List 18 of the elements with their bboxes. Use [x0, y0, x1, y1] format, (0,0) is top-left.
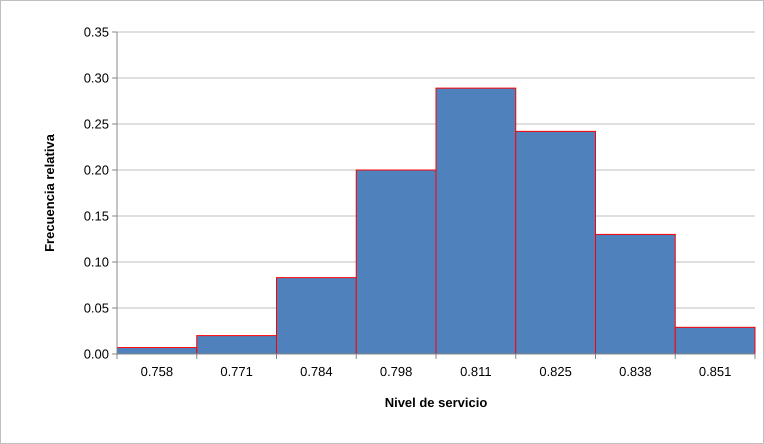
x-tick-label: 0.838: [619, 364, 652, 379]
x-tick-label: 0.798: [380, 364, 412, 379]
y-axis-title: Frecuencia relativa: [42, 133, 57, 252]
x-tick-label: 0.851: [698, 364, 732, 379]
x-tick-label: 0.784: [300, 364, 333, 379]
y-tick-label: 0.20: [84, 162, 109, 178]
y-tick-label: 0.10: [84, 254, 109, 270]
y-tick-label: 0.05: [84, 300, 109, 316]
x-tick-label: 0.758: [140, 364, 174, 379]
y-tick-label: 0.35: [84, 24, 109, 40]
x-axis-title: Nivel de servicio: [384, 395, 488, 410]
y-tick-label: 0.15: [84, 208, 109, 224]
y-tick-label: 0.00: [84, 346, 109, 362]
y-tick-label: 0.25: [84, 116, 109, 132]
x-tick-label: 0.771: [220, 364, 253, 379]
x-tick-label: 0.825: [539, 364, 572, 379]
x-tick-label: 0.811: [460, 364, 492, 379]
y-tick-label: 0.30: [84, 70, 109, 86]
